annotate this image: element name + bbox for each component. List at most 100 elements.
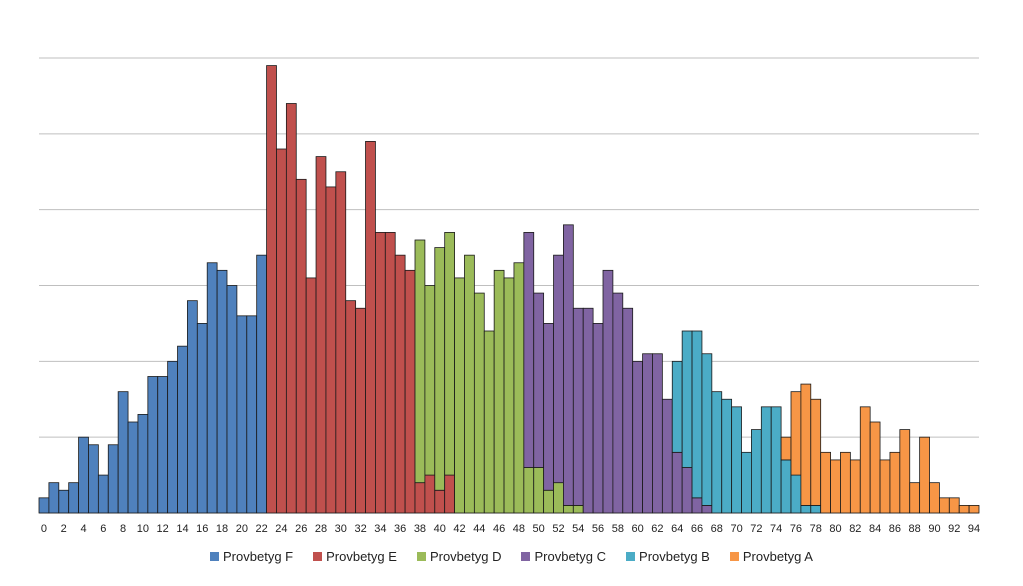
bar-provbetyg-a-86 bbox=[889, 451, 901, 514]
x-tick-label: 26 bbox=[295, 523, 307, 535]
legend-item: Provbetyg C bbox=[521, 549, 606, 564]
x-tick-label: 2 bbox=[61, 523, 67, 535]
bar-provbetyg-d-46 bbox=[493, 269, 505, 514]
x-tick-label: 8 bbox=[120, 523, 126, 535]
legend-swatch bbox=[210, 552, 220, 561]
bar-provbetyg-a-88 bbox=[909, 482, 921, 514]
bar-provbetyg-d-54 bbox=[572, 505, 584, 514]
bar-provbetyg-b-76 bbox=[790, 474, 802, 514]
x-tick-label: 36 bbox=[394, 523, 406, 535]
bar-provbetyg-d-49 bbox=[523, 467, 535, 514]
bar-provbetyg-c-57 bbox=[602, 269, 614, 514]
bar-provbetyg-d-42 bbox=[454, 277, 465, 514]
legend-item: Provbetyg F bbox=[210, 549, 293, 564]
bar-provbetyg-c-55 bbox=[582, 307, 594, 514]
x-tick-label: 22 bbox=[256, 523, 268, 535]
bar-provbetyg-e-35 bbox=[384, 232, 396, 514]
x-tick-label: 46 bbox=[493, 523, 505, 535]
bar-provbetyg-e-38 bbox=[414, 482, 426, 514]
x-tick-label: 40 bbox=[434, 523, 446, 535]
legend-label: Provbetyg D bbox=[429, 549, 502, 564]
bar-provbetyg-a-92 bbox=[948, 497, 960, 514]
bar-provbetyg-a-75 bbox=[780, 436, 792, 461]
bar-provbetyg-d-40 bbox=[434, 247, 446, 491]
bar-provbetyg-d-45 bbox=[483, 330, 495, 514]
x-tick-label: 66 bbox=[691, 523, 703, 535]
bar-provbetyg-a-80 bbox=[830, 459, 841, 514]
bar-provbetyg-e-39 bbox=[424, 474, 436, 514]
bar-provbetyg-f-22 bbox=[256, 254, 267, 514]
bar-provbetyg-e-26 bbox=[295, 178, 307, 514]
bar-provbetyg-a-79 bbox=[820, 451, 831, 514]
bar-provbetyg-a-87 bbox=[899, 429, 911, 514]
bar-provbetyg-f-0 bbox=[38, 497, 50, 514]
bar-provbetyg-c-50 bbox=[533, 292, 545, 468]
x-tick-label: 58 bbox=[612, 523, 624, 535]
bar-provbetyg-e-40 bbox=[434, 489, 446, 514]
bar-provbetyg-d-51 bbox=[543, 489, 554, 514]
x-tick-label: 76 bbox=[790, 523, 802, 535]
bar-provbetyg-c-63 bbox=[661, 398, 673, 514]
bar-provbetyg-a-89 bbox=[919, 436, 930, 514]
bar-provbetyg-b-64 bbox=[671, 360, 683, 453]
x-tick-label: 14 bbox=[176, 523, 188, 535]
bar-provbetyg-d-41 bbox=[444, 232, 455, 476]
x-tick-label: 16 bbox=[196, 523, 208, 535]
x-axis: 0 2 4 6 8 10 12 14 16 18 20 22 24 26 28 30 32 34 36 38 40 42 4… bbox=[41, 523, 980, 535]
bar-provbetyg-f-13 bbox=[167, 360, 178, 514]
legend-item: Provbetyg E bbox=[313, 549, 397, 564]
bar-provbetyg-a-84 bbox=[869, 421, 881, 514]
bar-provbetyg-d-43 bbox=[464, 254, 475, 514]
bar-provbetyg-e-41 bbox=[444, 474, 455, 514]
bar-provbetyg-d-39 bbox=[424, 285, 436, 476]
bar-provbetyg-d-52 bbox=[553, 482, 564, 514]
x-tick-label: 4 bbox=[80, 523, 86, 535]
x-tick-label: 0 bbox=[41, 523, 47, 535]
bar-provbetyg-c-65 bbox=[681, 467, 693, 514]
bar-provbetyg-e-29 bbox=[325, 186, 337, 514]
bar-provbetyg-d-38 bbox=[414, 239, 426, 484]
bar-provbetyg-f-3 bbox=[68, 482, 79, 514]
x-tick-label: 32 bbox=[354, 523, 366, 535]
x-tick-label: 56 bbox=[592, 523, 604, 535]
bar-provbetyg-f-20 bbox=[236, 315, 248, 514]
bar-provbetyg-b-74 bbox=[770, 406, 782, 514]
bar-provbetyg-f-12 bbox=[157, 376, 169, 514]
x-tick-label: 18 bbox=[216, 523, 228, 535]
legend-swatch bbox=[416, 552, 426, 561]
x-tick-label: 64 bbox=[671, 523, 683, 535]
bar-provbetyg-a-91 bbox=[939, 497, 950, 514]
x-tick-label: 38 bbox=[414, 523, 426, 535]
legend-swatch bbox=[313, 552, 323, 561]
bar-provbetyg-b-66 bbox=[691, 330, 703, 499]
bar-provbetyg-b-69 bbox=[721, 398, 733, 514]
bar-provbetyg-f-8 bbox=[117, 391, 129, 514]
x-tick-label: 30 bbox=[335, 523, 347, 535]
x-tick-label: 20 bbox=[236, 523, 248, 535]
bar-provbetyg-e-36 bbox=[394, 254, 406, 514]
bar-provbetyg-e-33 bbox=[365, 141, 376, 514]
x-tick-label: 82 bbox=[849, 523, 861, 535]
bar-provbetyg-b-67 bbox=[701, 353, 713, 506]
x-tick-label: 44 bbox=[473, 523, 485, 535]
x-tick-label: 84 bbox=[869, 523, 881, 535]
bar-provbetyg-e-37 bbox=[404, 269, 416, 514]
bar-provbetyg-c-54 bbox=[572, 307, 584, 506]
x-tick-label: 52 bbox=[552, 523, 564, 535]
bar-provbetyg-d-48 bbox=[513, 262, 525, 514]
bar-provbetyg-b-68 bbox=[711, 391, 723, 514]
bar-provbetyg-e-24 bbox=[276, 148, 287, 514]
x-tick-label: 62 bbox=[651, 523, 663, 535]
x-tick-label: 54 bbox=[572, 523, 584, 535]
x-tick-label: 78 bbox=[810, 523, 822, 535]
bar-provbetyg-b-65 bbox=[681, 330, 693, 468]
bar-provbetyg-c-58 bbox=[612, 292, 624, 514]
histogram-chart: 0 2 4 6 8 10 12 14 16 18 20 22 24 26 28 30 32 34 36 38 40 42 4… bbox=[38, 57, 980, 535]
x-tick-label: 70 bbox=[730, 523, 742, 535]
x-tick-label: 68 bbox=[711, 523, 723, 535]
bar-provbetyg-f-5 bbox=[88, 444, 99, 514]
bar-provbetyg-d-50 bbox=[533, 467, 545, 514]
bar-provbetyg-b-78 bbox=[810, 505, 822, 514]
bar-provbetyg-c-64 bbox=[671, 451, 683, 514]
bar-provbetyg-a-82 bbox=[849, 459, 861, 514]
